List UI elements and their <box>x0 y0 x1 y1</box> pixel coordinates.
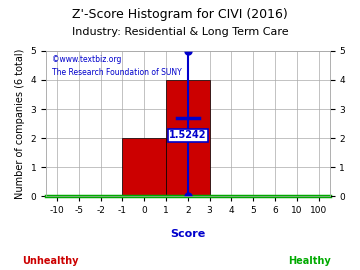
Bar <box>122 138 166 196</box>
Bar <box>166 80 210 196</box>
Text: Unhealthy: Unhealthy <box>22 256 78 266</box>
Text: ©www.textbiz.org: ©www.textbiz.org <box>52 55 121 64</box>
Y-axis label: Number of companies (6 total): Number of companies (6 total) <box>15 48 25 199</box>
X-axis label: Score: Score <box>170 229 206 239</box>
Text: Industry: Residential & Long Term Care: Industry: Residential & Long Term Care <box>72 27 288 37</box>
Text: Healthy: Healthy <box>288 256 331 266</box>
Text: 1.5242: 1.5242 <box>169 130 207 140</box>
Text: The Research Foundation of SUNY: The Research Foundation of SUNY <box>52 68 181 77</box>
Text: Z'-Score Histogram for CIVI (2016): Z'-Score Histogram for CIVI (2016) <box>72 8 288 21</box>
